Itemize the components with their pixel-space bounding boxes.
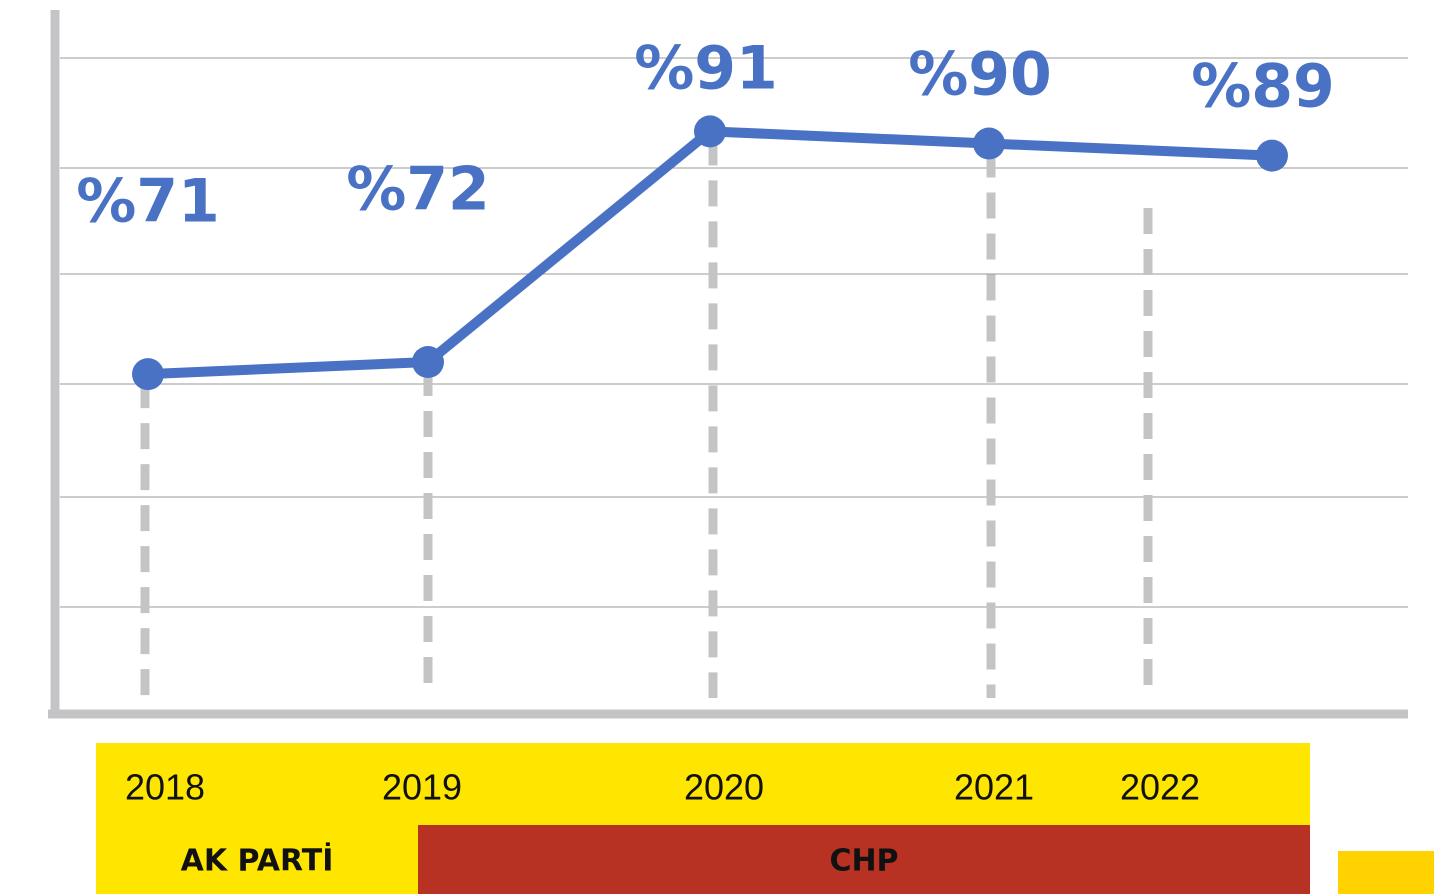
point xyxy=(132,358,164,391)
grid xyxy=(60,57,1408,608)
point xyxy=(694,115,726,148)
x-tick-label: 2019 xyxy=(382,767,462,808)
value-label: %71 xyxy=(76,167,220,237)
value-label: %89 xyxy=(1191,52,1335,122)
party-label: CHP xyxy=(829,844,898,879)
party-band xyxy=(96,825,418,894)
value-label: %90 xyxy=(908,40,1052,110)
x-tick-label: 2018 xyxy=(125,767,205,808)
x-tick-label: 2020 xyxy=(684,767,764,808)
value-label: %91 xyxy=(634,34,778,104)
x-tick-label: 2022 xyxy=(1120,767,1200,808)
value-label: %72 xyxy=(346,155,490,225)
point xyxy=(1256,139,1288,172)
party-band xyxy=(418,825,1310,894)
year-band xyxy=(96,743,1310,826)
point xyxy=(412,346,444,378)
party-label: AK PARTİ xyxy=(181,843,334,879)
x-tick-label: 2021 xyxy=(954,767,1034,808)
point xyxy=(973,127,1005,160)
corner-box xyxy=(1338,851,1434,894)
